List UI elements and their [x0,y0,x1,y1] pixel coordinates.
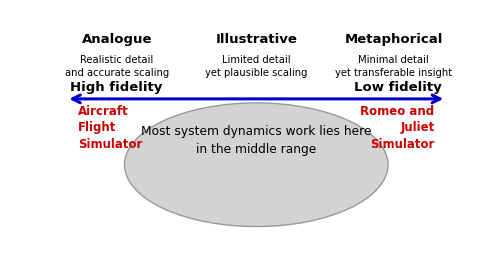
Text: Most system dynamics work lies here
in the middle range: Most system dynamics work lies here in t… [141,125,372,156]
Text: Low fidelity: Low fidelity [354,81,442,94]
Text: Aircraft
Flight
Simulator: Aircraft Flight Simulator [78,105,142,151]
Text: Illustrative: Illustrative [216,33,297,46]
Ellipse shape [124,103,388,227]
Text: Limited detail
yet plausible scaling: Limited detail yet plausible scaling [205,55,308,78]
Text: Analogue: Analogue [82,33,152,46]
Text: Realistic detail
and accurate scaling: Realistic detail and accurate scaling [64,55,169,78]
Text: Metaphorical: Metaphorical [344,33,443,46]
Text: Minimal detail
yet transferable insight: Minimal detail yet transferable insight [335,55,452,78]
Text: High fidelity: High fidelity [70,81,162,94]
Text: Romeo and
Juliet
Simulator: Romeo and Juliet Simulator [360,105,434,151]
